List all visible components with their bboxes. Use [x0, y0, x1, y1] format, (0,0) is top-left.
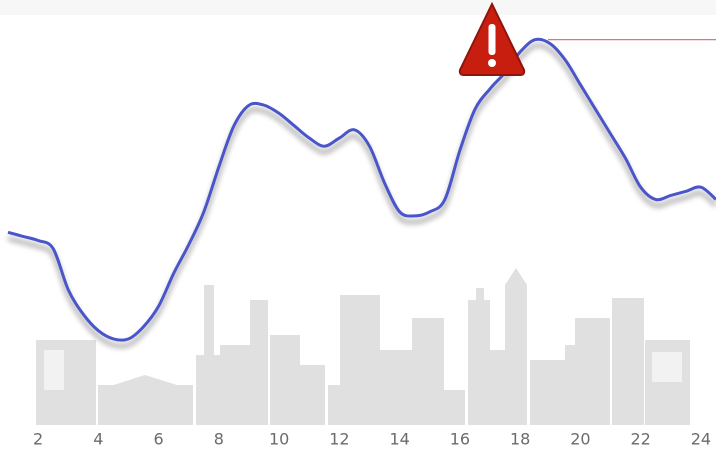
skyline	[36, 268, 690, 425]
x-tick-label: 24	[691, 430, 711, 449]
x-tick-label: 14	[389, 430, 409, 449]
x-tick-label: 20	[570, 430, 590, 449]
x-tick-label: 8	[214, 430, 224, 449]
x-tick-label: 18	[510, 430, 530, 449]
x-tick-label: 2	[33, 430, 43, 449]
top-band	[0, 0, 716, 15]
x-tick-label: 12	[329, 430, 349, 449]
x-tick-label: 6	[154, 430, 164, 449]
x-tick-label: 22	[631, 430, 651, 449]
x-tick-label: 10	[269, 430, 289, 449]
chart: 24681012141618202224	[0, 0, 716, 450]
x-tick-label: 16	[450, 430, 470, 449]
x-tick-label: 4	[93, 430, 103, 449]
